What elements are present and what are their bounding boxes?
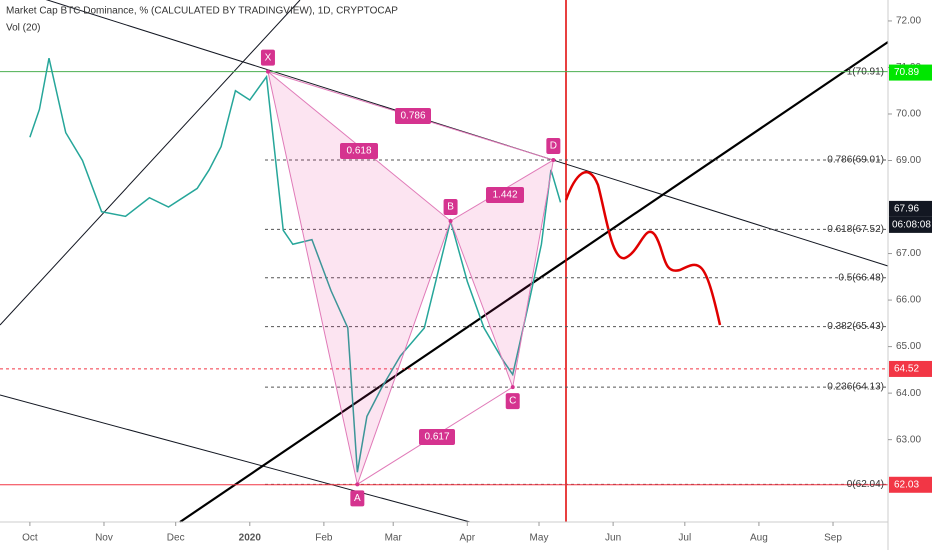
- x-tick-label: May: [530, 533, 549, 544]
- price-label: 70.89: [894, 67, 919, 78]
- fib-label: 0.618(67.52): [827, 224, 884, 235]
- fib-label: 0.5(66.48): [838, 272, 884, 283]
- channel-line: [0, 0, 301, 326]
- chart-subtitle: Vol (20): [6, 23, 40, 34]
- y-tick-label: 72.00: [896, 16, 921, 27]
- chart-title: Market Cap BTC Dominance, % (CALCULATED …: [6, 6, 398, 17]
- countdown-box: [889, 216, 932, 233]
- price-label: 62.03: [894, 479, 919, 490]
- ratio-label: 0.618: [346, 146, 371, 157]
- price-label-box: [889, 200, 932, 217]
- pattern-point: [551, 158, 556, 163]
- y-tick-label: 70.00: [896, 109, 921, 120]
- fib-label: 0.236(64.13): [827, 382, 884, 393]
- y-tick-label: 67.00: [896, 248, 921, 259]
- channel-line: [0, 394, 471, 523]
- pattern-point-box: [350, 490, 365, 507]
- ratio-box: [486, 187, 524, 203]
- pattern-point-label: C: [509, 396, 516, 407]
- price-label-box: [889, 64, 932, 81]
- forecast-curve: [564, 170, 722, 326]
- y-tick-label: 63.00: [896, 434, 921, 445]
- pattern-point: [355, 482, 360, 487]
- x-tick-label: Oct: [22, 533, 38, 544]
- y-tick-label: 65.00: [896, 341, 921, 352]
- y-tick-label: 66.00: [896, 295, 921, 306]
- ratio-box: [395, 108, 431, 124]
- price-label: 64.52: [894, 364, 919, 375]
- x-tick-label: Apr: [460, 533, 476, 544]
- fib-label: 0(62.04): [847, 479, 884, 490]
- ratio-label: 0.786: [400, 111, 425, 122]
- y-tick-label: 64.00: [896, 388, 921, 399]
- price-line: [29, 57, 562, 473]
- price-label: 67.96: [894, 204, 919, 215]
- price-label-box: [889, 360, 932, 377]
- pattern-point-label: X: [265, 52, 272, 63]
- ratio-box: [419, 429, 455, 445]
- pattern-point-label: B: [447, 202, 454, 213]
- x-tick-label: Mar: [385, 533, 403, 544]
- pattern-point-box: [443, 198, 458, 215]
- ratio-box: [340, 143, 378, 159]
- trend-line: [45, 0, 889, 267]
- pattern-point: [265, 69, 270, 74]
- plot-area: [0, 0, 889, 523]
- ratio-tags: 0.786 0.618 1.442 0.617: [340, 108, 524, 445]
- ratio-label: 0.617: [424, 432, 449, 443]
- x-tick-label: Jul: [678, 533, 691, 544]
- x-tick-label: Nov: [95, 533, 113, 544]
- x-tick-label: 2020: [239, 533, 262, 544]
- pattern-point-box: [260, 49, 275, 66]
- pattern-point: [510, 385, 515, 390]
- pattern-point-label: A: [354, 493, 361, 504]
- fib-label: 0.382(65.43): [827, 321, 884, 332]
- fib-label: 0.786(69.01): [827, 155, 884, 166]
- price-label-box: [889, 476, 932, 493]
- y-tick-label: 69.00: [896, 155, 921, 166]
- pattern-point-box: [546, 138, 561, 155]
- x-tick-label: Aug: [750, 533, 768, 544]
- countdown: 06:08:08: [892, 220, 931, 231]
- pattern-point-box: [505, 393, 520, 410]
- x-tick-label: Feb: [315, 533, 333, 544]
- x-tick-label: Sep: [824, 533, 842, 544]
- pattern-point-label: D: [550, 141, 557, 152]
- pattern-point: [448, 218, 453, 223]
- x-tick-label: Jun: [605, 533, 621, 544]
- fib-label: 1(70.91): [847, 66, 884, 77]
- x-tick-label: Dec: [167, 533, 185, 544]
- ratio-label: 1.442: [492, 190, 517, 201]
